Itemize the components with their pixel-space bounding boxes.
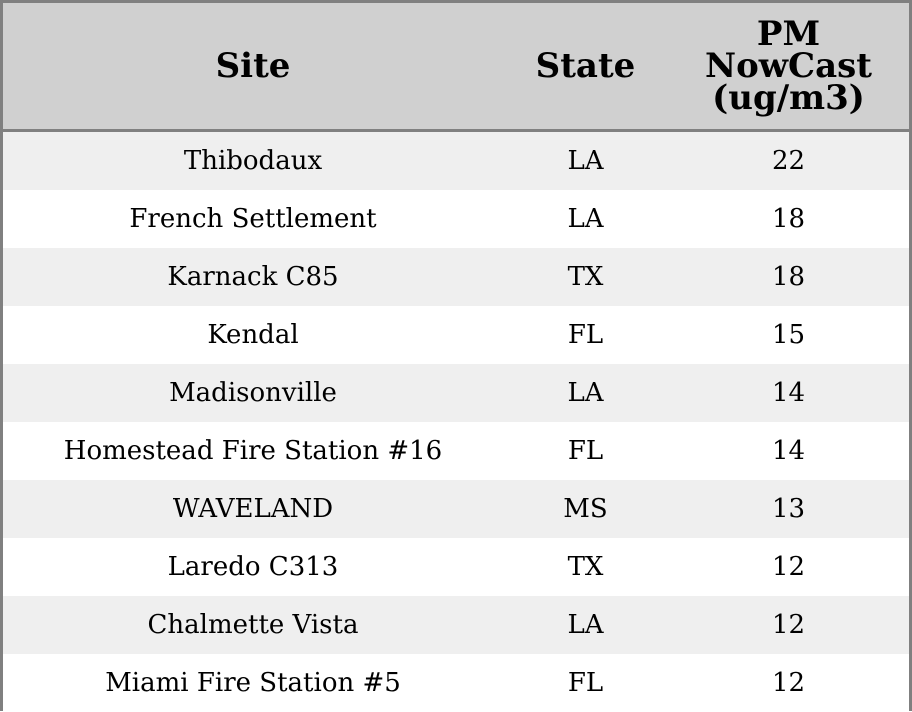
cell-state: TX xyxy=(567,552,604,582)
cell-site: Chalmette Vista xyxy=(147,610,359,640)
cell-state: LA xyxy=(567,378,604,408)
cell-site: Laredo C313 xyxy=(167,552,339,582)
cell-site: Miami Fire Station #5 xyxy=(105,668,401,698)
cell-state: FL xyxy=(567,668,604,698)
table-header: Site State PM NowCast (ug/m3) xyxy=(3,3,909,132)
header-pm-line-1: PM xyxy=(756,14,821,54)
cell-state: LA xyxy=(567,204,604,234)
cell-pm: 14 xyxy=(771,436,806,466)
cell-pm: 18 xyxy=(771,262,806,292)
cell-state: FL xyxy=(567,320,604,350)
header-site: Site xyxy=(3,3,503,129)
cell-state: FL xyxy=(567,436,604,466)
cell-pm: 13 xyxy=(771,494,806,524)
table-row: WAVELAND MS 13 xyxy=(3,480,909,538)
cell-state: LA xyxy=(567,610,604,640)
cell-state: MS xyxy=(563,494,608,524)
header-state: State xyxy=(503,3,668,129)
header-pm-line-2: NowCast xyxy=(705,46,872,86)
header-pm-nowcast: PM NowCast (ug/m3) xyxy=(668,3,909,129)
cell-pm: 22 xyxy=(771,146,806,176)
table-row: Kendal FL 15 xyxy=(3,306,909,364)
cell-pm: 12 xyxy=(771,668,806,698)
header-state-label: State xyxy=(535,46,636,86)
cell-site: Madisonville xyxy=(169,378,337,408)
cell-pm: 14 xyxy=(771,378,806,408)
cell-pm: 15 xyxy=(771,320,806,350)
cell-site: Thibodaux xyxy=(183,146,323,176)
table-row: Thibodaux LA 22 xyxy=(3,132,909,190)
cell-pm: 12 xyxy=(771,552,806,582)
table-row: Laredo C313 TX 12 xyxy=(3,538,909,596)
table-row: Chalmette Vista LA 12 xyxy=(3,596,909,654)
header-site-label: Site xyxy=(215,46,291,86)
table-row: French Settlement LA 18 xyxy=(3,190,909,248)
table-body: Thibodaux LA 22 French Settlement LA 18 … xyxy=(3,132,909,712)
header-pm-line-3: (ug/m3) xyxy=(712,78,865,118)
cell-site: Kendal xyxy=(207,320,299,350)
table-row: Miami Fire Station #5 FL 12 xyxy=(3,654,909,712)
table-row: Madisonville LA 14 xyxy=(3,364,909,422)
cell-site: WAVELAND xyxy=(172,494,334,524)
cell-site: Karnack C85 xyxy=(167,262,339,292)
table-row: Homestead Fire Station #16 FL 14 xyxy=(3,422,909,480)
table-row: Karnack C85 TX 18 xyxy=(3,248,909,306)
cell-state: LA xyxy=(567,146,604,176)
cell-pm: 18 xyxy=(771,204,806,234)
cell-site: French Settlement xyxy=(129,204,377,234)
cell-pm: 12 xyxy=(771,610,806,640)
cell-site: Homestead Fire Station #16 xyxy=(63,436,443,466)
cell-state: TX xyxy=(567,262,604,292)
